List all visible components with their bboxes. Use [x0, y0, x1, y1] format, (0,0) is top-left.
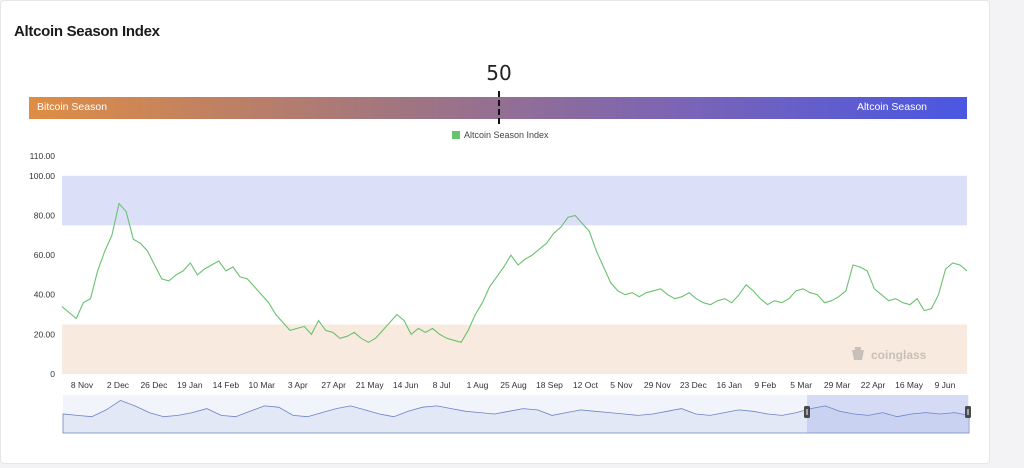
chart-legend[interactable]: Altcoin Season Index	[452, 130, 549, 140]
x-tick-label: 8 Nov	[71, 380, 94, 390]
x-tick-label: 29 Mar	[824, 380, 851, 390]
altcoin-season-card: Altcoin Season Index 50 Bitcoin Season A…	[0, 0, 990, 464]
x-tick-label: 2 Dec	[107, 380, 130, 390]
x-tick-label: 5 Nov	[610, 380, 633, 390]
altcoin-season-index-line	[61, 202, 968, 343]
x-tick-label: 26 Dec	[140, 380, 168, 390]
current-value-marker	[498, 91, 501, 124]
x-tick-label: 12 Oct	[573, 380, 599, 390]
coinglass-logo-icon	[852, 347, 864, 360]
y-tick-label: 20.00	[34, 329, 56, 339]
x-tick-label: 3 Apr	[288, 380, 308, 390]
navigator-series	[62, 399, 970, 434]
x-tick-label: 5 Mar	[790, 380, 812, 390]
x-tick-label: 19 Jan	[177, 380, 203, 390]
x-tick-label: 27 Apr	[321, 380, 346, 390]
x-tick-label: 9 Jun	[935, 380, 956, 390]
legend-swatch	[452, 131, 460, 139]
x-tick-label: 16 May	[895, 380, 924, 390]
x-tick-label: 18 Sep	[536, 380, 563, 390]
x-tick-label: 23 Dec	[680, 380, 708, 390]
x-tick-label: 8 Jul	[433, 380, 451, 390]
x-tick-label: 21 May	[356, 380, 385, 390]
bitcoin-season-band	[62, 324, 967, 374]
y-tick-label: 0	[50, 369, 55, 379]
altcoin-season-band	[62, 175, 967, 226]
x-tick-label: 22 Apr	[861, 380, 886, 390]
current-index-value: 50	[486, 61, 512, 85]
x-tick-label: 1 Aug	[467, 380, 489, 390]
bitcoin-season-label: Bitcoin Season	[37, 101, 108, 113]
x-tick-label: 25 Aug	[500, 380, 527, 390]
y-tick-label: 80.00	[34, 210, 56, 220]
x-tick-label: 9 Feb	[754, 380, 776, 390]
x-tick-label: 29 Nov	[644, 380, 672, 390]
x-tick-label: 10 Mar	[249, 380, 276, 390]
y-tick-label: 40.00	[34, 290, 56, 300]
altcoin-season-chart[interactable]: 0 20.00 40.00 60.00 80.00 100.00 110.00 8 Nov 2…	[1, 1, 991, 465]
page-title: Altcoin Season Index	[14, 23, 160, 40]
x-tick-label: 14 Jun	[393, 380, 419, 390]
y-tick-label: 60.00	[34, 250, 56, 260]
navigator-selection[interactable]	[807, 395, 968, 433]
y-tick-label: 110.00	[30, 151, 56, 161]
altcoin-season-label: Altcoin Season	[856, 101, 927, 113]
page-scrollbar[interactable]	[994, 0, 1024, 468]
watermark-text: coinglass	[871, 348, 927, 362]
x-tick-label: 14 Feb	[213, 380, 240, 390]
legend-label: Altcoin Season Index	[464, 130, 549, 140]
coinglass-watermark: coinglass	[849, 347, 926, 363]
x-tick-label: 16 Jan	[716, 380, 742, 390]
y-tick-label: 100.00	[29, 171, 55, 181]
